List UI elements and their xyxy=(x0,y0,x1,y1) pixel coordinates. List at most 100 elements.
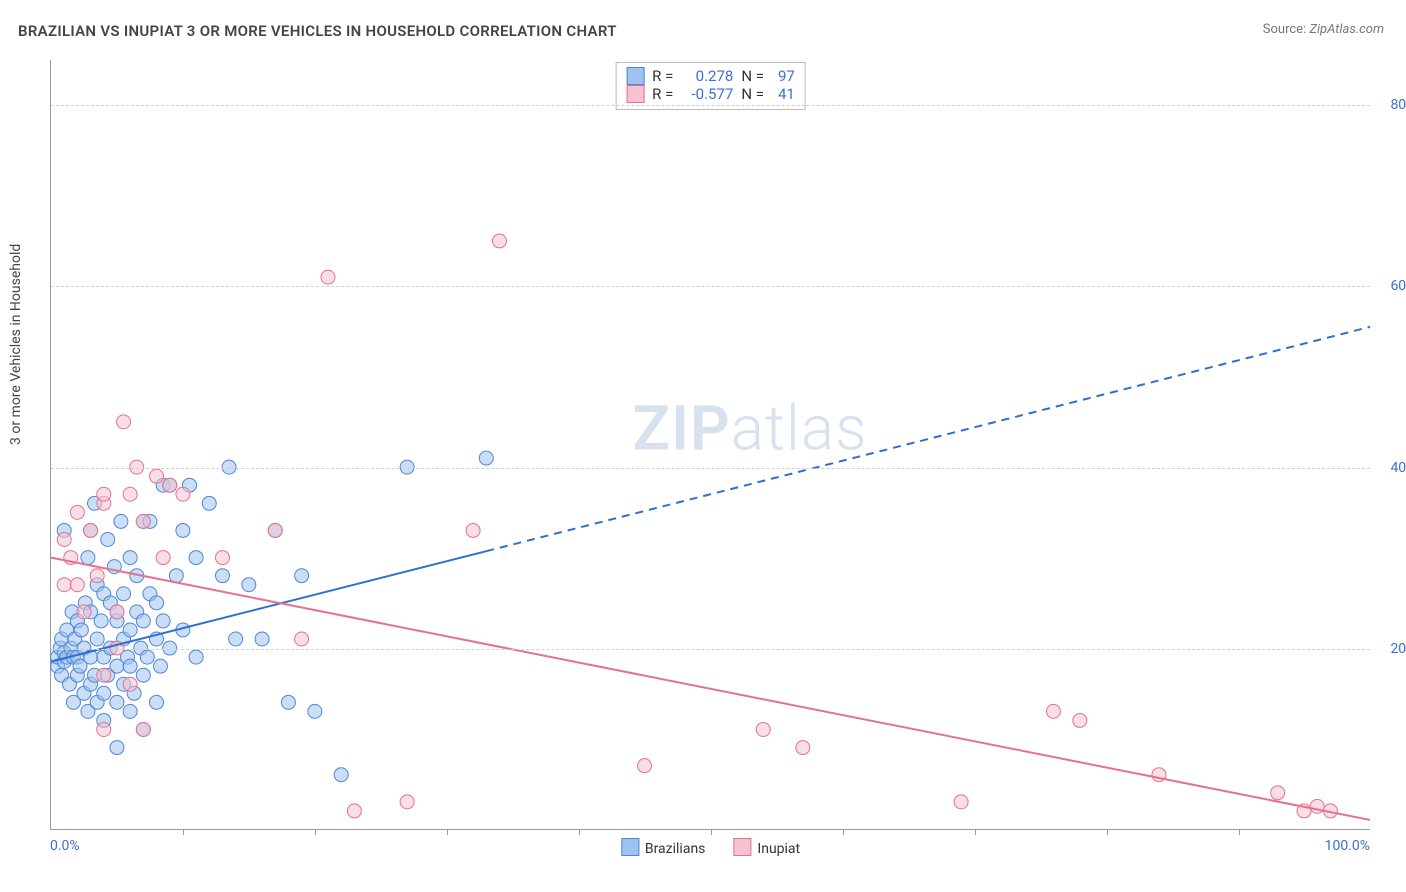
data-point xyxy=(77,605,91,619)
corr-row-a: R = 0.278 N = 97 xyxy=(626,67,795,85)
data-point xyxy=(176,487,190,501)
data-point xyxy=(163,478,177,492)
trend-line-dashed xyxy=(486,327,1370,551)
data-point xyxy=(136,722,150,736)
y-tick-label: 40.0% xyxy=(1390,460,1406,476)
source-prefix: Source: xyxy=(1263,22,1310,37)
data-point xyxy=(84,523,98,537)
x-tick xyxy=(843,829,844,835)
data-point xyxy=(117,415,131,429)
y-tick-label: 60.0% xyxy=(1390,278,1406,294)
swatch-inupiat-icon xyxy=(626,85,644,103)
data-point xyxy=(140,650,154,664)
y-axis-title: 3 or more Vehicles in Household xyxy=(8,244,24,445)
data-point xyxy=(1073,713,1087,727)
data-point xyxy=(156,614,170,628)
data-point xyxy=(123,659,137,673)
source-name: ZipAtlas.com xyxy=(1309,22,1384,37)
data-point xyxy=(334,768,348,782)
data-point xyxy=(114,514,128,528)
data-point xyxy=(57,533,71,547)
gridline xyxy=(51,468,1370,469)
x-min-label: 0.0% xyxy=(50,838,80,854)
data-point xyxy=(215,551,229,565)
data-point xyxy=(466,523,480,537)
data-point xyxy=(189,551,203,565)
legend-label-a: Brazilians xyxy=(645,841,706,857)
data-point xyxy=(136,614,150,628)
legend-item-b: Inupiat xyxy=(733,838,800,857)
x-tick xyxy=(315,829,316,835)
data-point xyxy=(90,632,104,646)
data-point xyxy=(101,533,115,547)
data-point xyxy=(281,695,295,709)
data-point xyxy=(150,596,164,610)
correlation-box: R = 0.278 N = 97 R = -0.577 N = 41 xyxy=(615,62,806,110)
data-point xyxy=(1271,786,1285,800)
data-point xyxy=(242,578,256,592)
r-label: R = xyxy=(652,67,673,85)
legend-bottom: Brazilians Inupiat xyxy=(621,838,800,857)
n-value-a: 97 xyxy=(778,67,795,85)
legend-label-b: Inupiat xyxy=(757,841,800,857)
data-point xyxy=(123,704,137,718)
r-value-a: 0.278 xyxy=(681,67,733,85)
x-tick xyxy=(711,829,712,835)
data-point xyxy=(189,650,203,664)
data-point xyxy=(110,695,124,709)
chart-svg xyxy=(51,60,1370,829)
data-point xyxy=(90,569,104,583)
x-tick xyxy=(183,829,184,835)
data-point xyxy=(156,551,170,565)
n-label: N = xyxy=(741,85,764,103)
y-tick-label: 20.0% xyxy=(1390,641,1406,657)
data-point xyxy=(295,632,309,646)
data-point xyxy=(81,551,95,565)
data-point xyxy=(756,722,770,736)
data-point xyxy=(954,795,968,809)
data-point xyxy=(74,623,88,637)
data-point xyxy=(479,451,493,465)
data-point xyxy=(150,695,164,709)
data-point xyxy=(347,804,361,818)
data-point xyxy=(308,704,322,718)
data-point xyxy=(255,632,269,646)
source-attribution: Source: ZipAtlas.com xyxy=(1263,22,1384,37)
data-point xyxy=(215,569,229,583)
data-point xyxy=(202,496,216,510)
data-point xyxy=(136,514,150,528)
r-label: R = xyxy=(652,85,673,103)
gridline xyxy=(51,649,1370,650)
x-tick xyxy=(447,829,448,835)
data-point xyxy=(638,759,652,773)
data-point xyxy=(796,741,810,755)
legend-item-a: Brazilians xyxy=(621,838,706,857)
data-point xyxy=(150,469,164,483)
y-tick-label: 80.0% xyxy=(1390,97,1406,113)
data-point xyxy=(229,632,243,646)
x-tick xyxy=(579,829,580,835)
data-point xyxy=(400,795,414,809)
plot-area: ZIPatlas R = 0.278 N = 97 R = -0.577 N =… xyxy=(50,60,1370,830)
corr-row-b: R = -0.577 N = 41 xyxy=(626,85,795,103)
data-point xyxy=(268,523,282,537)
swatch-inupiat-icon xyxy=(733,838,751,856)
data-point xyxy=(97,722,111,736)
data-point xyxy=(94,614,108,628)
x-tick xyxy=(1107,829,1108,835)
data-point xyxy=(153,659,167,673)
data-point xyxy=(123,677,137,691)
data-point xyxy=(123,551,137,565)
gridline xyxy=(51,286,1370,287)
n-value-b: 41 xyxy=(778,85,795,103)
data-point xyxy=(97,668,111,682)
data-point xyxy=(110,605,124,619)
data-point xyxy=(123,623,137,637)
data-point xyxy=(97,487,111,501)
data-point xyxy=(57,578,71,592)
data-point xyxy=(110,741,124,755)
data-point xyxy=(492,234,506,248)
n-label: N = xyxy=(741,67,764,85)
r-value-b: -0.577 xyxy=(681,85,733,103)
data-point xyxy=(136,668,150,682)
